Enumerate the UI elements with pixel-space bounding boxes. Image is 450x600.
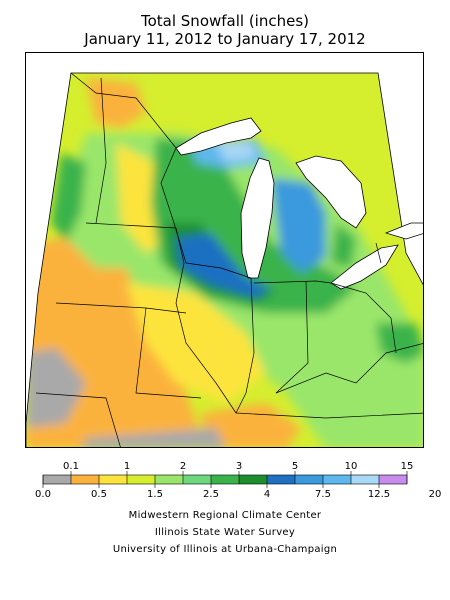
legend-swatch-11 (351, 475, 379, 484)
field-zone-west-green (51, 153, 86, 243)
legend-bottom-label: 0.5 (91, 489, 107, 500)
lake-huron (295, 155, 367, 229)
boundary-wi-il (185, 262, 252, 279)
credit-mrcc: Midwestern Regional Climate Center (128, 510, 322, 521)
legend-top-labels: 0.1 1 2 3 5 10 15 (63, 461, 413, 472)
legend-bottom-label: 12.5 (368, 489, 390, 500)
legend-bottom-labels: 0.0 0.5 1.5 2.5 4 7.5 12.5 20 (35, 489, 441, 500)
field-zone-michigan-blue (271, 178, 326, 273)
legend-top-label: 15 (401, 461, 414, 472)
legend-swatch-10 (323, 475, 351, 484)
boundary-dakotas-mn (95, 77, 107, 224)
boundary-mn-ia (85, 222, 177, 229)
legend-bottom-label: 7.5 (315, 489, 331, 500)
great-lakes (175, 117, 423, 290)
legend-top-label: 0.1 (63, 461, 79, 472)
legend-top-label: 3 (236, 461, 242, 472)
legend-bottom-label: 0.0 (35, 489, 51, 500)
map-title: Total Snowfall (inches) (140, 12, 310, 30)
legend-swatch-8 (267, 475, 295, 484)
legend-swatch-5 (183, 475, 211, 484)
boundary-mississippi (175, 227, 237, 414)
legend-top-label: 1 (124, 461, 130, 472)
legend-top-label: 2 (180, 461, 186, 472)
snowfall-map-canvas (26, 72, 423, 447)
field-zone-east-green (376, 323, 423, 363)
legend-top-label: 5 (292, 461, 298, 472)
snowfall-field (26, 73, 423, 447)
snowfall-legend: 0.1 1 2 3 5 10 15 0.0 0.5 1.5 2.5 4 7.5 12.5 20 (35, 461, 441, 500)
legend-swatch-0 (43, 475, 71, 484)
boundary-ks-ok (35, 392, 121, 447)
lake-ontario (384, 222, 423, 240)
boundary-in-oh (275, 280, 309, 394)
legend-bottom-label: 1.5 (147, 489, 163, 500)
boundary-ohio-river (275, 343, 423, 394)
field-zone-heavy-blue (176, 233, 271, 298)
snowfall-map (25, 52, 424, 448)
field-zone-gray-south (81, 428, 226, 447)
credit-uiuc: University of Illinois at Urbana-Champai… (112, 544, 338, 555)
legend-bottom-label: 20 (429, 489, 442, 500)
credit-isws: Illinois State Water Survey (154, 527, 296, 538)
field-zone-ohio-green (331, 223, 356, 268)
boundary-il-in (235, 277, 255, 414)
boundary-mo-ar (135, 307, 202, 399)
boundary-ny (375, 242, 382, 264)
legend-swatch-6 (211, 475, 239, 484)
field-zone-north-orange (86, 78, 146, 128)
boundary-in-mi (253, 280, 332, 284)
boundary-ky-tn (235, 412, 423, 419)
lake-erie (330, 244, 399, 290)
lake-michigan (240, 157, 275, 279)
legend-top-label: 10 (345, 461, 358, 472)
state-boundaries (35, 72, 423, 447)
legend-swatch-7 (239, 475, 267, 484)
legend-bottom-label: 4 (264, 489, 270, 500)
legend-swatch-2 (99, 475, 127, 484)
lake-superior (175, 117, 262, 156)
boundary-oh-pa (330, 282, 397, 354)
legend-swatch-1 (71, 475, 99, 484)
analysis-boundary (26, 72, 423, 447)
legend-swatches (43, 475, 407, 484)
legend-swatch-9 (295, 475, 323, 484)
field-zone-pale-blue (216, 143, 256, 161)
legend-ticks (42, 471, 408, 488)
legend-bottom-label: 2.5 (203, 489, 219, 500)
legend-swatch-3 (127, 475, 155, 484)
legend-swatch-12 (379, 475, 407, 484)
field-zone-gray-west (26, 348, 86, 428)
legend-swatch-4 (155, 475, 183, 484)
map-subtitle-date-range: January 11, 2012 to January 17, 2012 (84, 30, 366, 48)
field-zone-central-yellow (126, 283, 266, 403)
field-zone-south-orange (201, 403, 301, 447)
boundary-mn-wi (160, 147, 187, 264)
boundary-mn-north (70, 72, 177, 149)
